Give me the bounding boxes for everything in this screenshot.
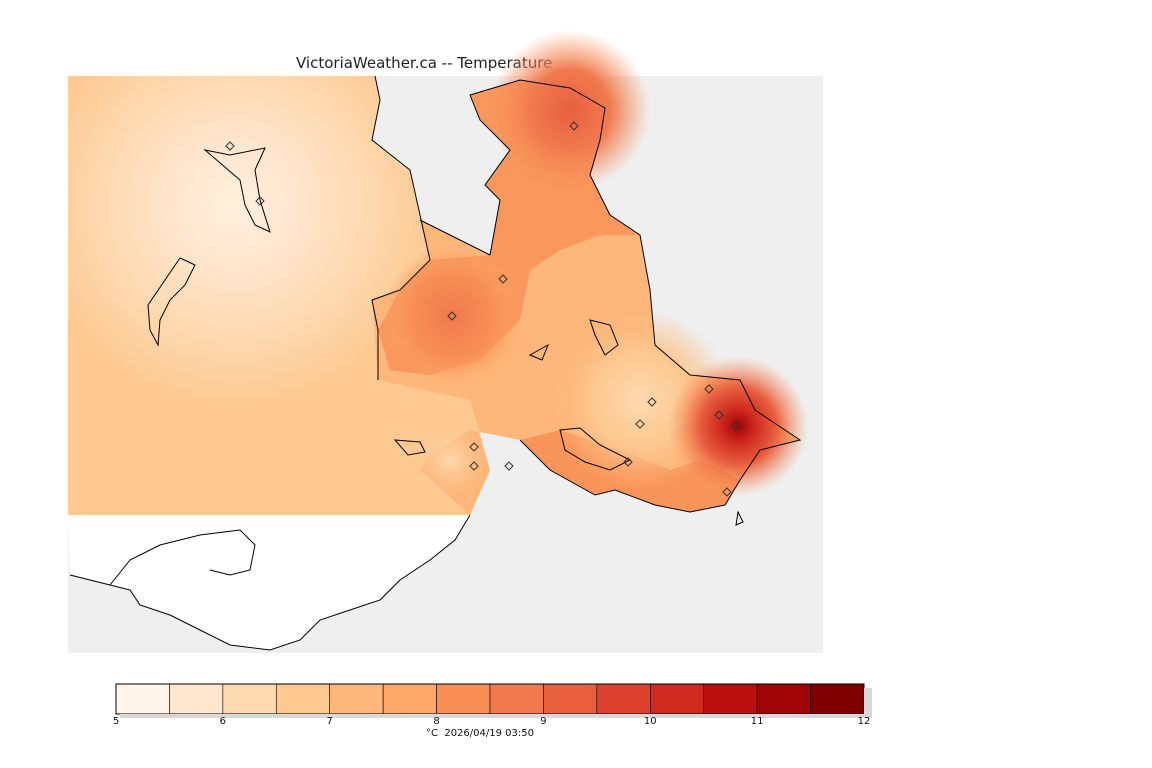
legend-tick-label: 6 [219,716,227,727]
legend-swatch [275,683,331,715]
legend-tick-label: 11 [750,716,764,727]
cool-cell-small [415,425,485,495]
legend-shadow-bottom [120,714,872,718]
legend-swatch [115,683,170,715]
legend-swatch [169,683,224,715]
legend-swatch [382,683,437,715]
diamond-icon[interactable] [498,274,508,284]
legend-shadow [864,688,872,718]
warm-cell-north [490,30,650,190]
diamond-icon[interactable] [469,442,479,452]
diamond-icon[interactable] [623,457,633,467]
legend-swatch [596,683,651,715]
legend-swatch [649,683,705,715]
legend-swatch [543,683,598,715]
diamond-icon[interactable] [569,121,579,131]
diamond-icon[interactable] [225,141,235,151]
temperature-field-west [68,76,490,515]
legend-swatch [329,683,384,715]
diamond-icon[interactable] [469,461,479,471]
diamond-icon[interactable] [704,384,714,394]
legend-swatch [436,683,491,715]
legend-swatch [756,683,811,715]
legend-tick-label: 9 [540,716,547,727]
legend-tick-label: 7 [326,716,333,727]
legend-tick-label: 12 [857,716,871,727]
legend-swatch [222,683,277,715]
diamond-icon[interactable] [647,397,657,407]
legend-tick-label: 5 [112,716,120,727]
diamond-icon[interactable] [447,311,457,321]
temperature-map [68,30,823,653]
diamond-icon[interactable] [255,196,265,206]
coastlines [69,75,802,651]
diamond-icon[interactable] [731,421,741,431]
legend-tick-label: 8 [433,716,440,727]
diamond-icon[interactable] [722,487,732,497]
legend-swatch [810,683,865,715]
legend-swatch [489,683,544,715]
legend-tick-label: 10 [643,716,657,727]
diamond-icon[interactable] [635,419,645,429]
warm-cell-east [668,356,808,496]
weather-stations [225,121,741,497]
diamond-icon[interactable] [714,410,724,420]
unmapped-land [68,515,470,650]
legend-swatch [703,683,758,715]
diamond-icon[interactable] [504,461,514,471]
warm-cell-mid [382,246,522,386]
legend-caption: °C 2026/04/19 03:50 [426,728,534,739]
